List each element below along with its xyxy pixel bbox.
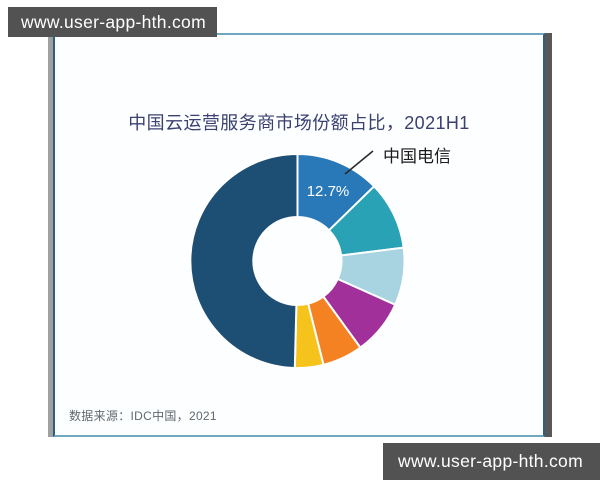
slice-value-label: 12.7% — [307, 183, 350, 200]
chart-title: 中国云运营服务商市场份额占比，2021H1 — [128, 113, 470, 133]
callout-label: 中国电信 — [383, 147, 451, 166]
donut-slices — [189, 153, 406, 369]
watermark-bottom: www.user-app-hth.com — [383, 443, 600, 480]
callout-leader-line — [344, 150, 374, 175]
donut-slice-segment-7 — [189, 153, 299, 369]
source-note: 数据来源：IDC中国，2021 — [69, 409, 217, 423]
watermark-top: www.user-app-hth.com — [8, 7, 217, 37]
chart-card: 中国云运营服务商市场份额占比，2021H1 数据来源：IDC中国，2021 — [53, 33, 545, 437]
